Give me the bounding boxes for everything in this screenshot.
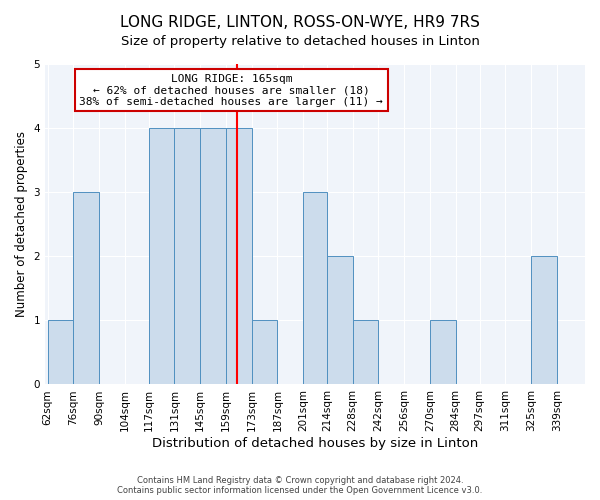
Bar (327, 256, 353, 384)
Text: LONG RIDGE: 165sqm
← 62% of detached houses are smaller (18)
38% of semi-detache: LONG RIDGE: 165sqm ← 62% of detached hou… (79, 74, 383, 107)
Bar (226, 128, 251, 384)
Bar (200, 128, 226, 384)
Bar (73, 192, 99, 384)
Bar (175, 128, 200, 384)
Y-axis label: Number of detached properties: Number of detached properties (15, 131, 28, 317)
Bar (430, 320, 455, 384)
Bar (303, 192, 327, 384)
Bar (149, 128, 175, 384)
Bar (531, 256, 557, 384)
Text: Contains HM Land Registry data © Crown copyright and database right 2024.
Contai: Contains HM Land Registry data © Crown c… (118, 476, 482, 495)
X-axis label: Distribution of detached houses by size in Linton: Distribution of detached houses by size … (152, 437, 478, 450)
Bar (353, 320, 379, 384)
Bar (251, 320, 277, 384)
Text: Size of property relative to detached houses in Linton: Size of property relative to detached ho… (121, 35, 479, 48)
Bar (47, 320, 73, 384)
Text: LONG RIDGE, LINTON, ROSS-ON-WYE, HR9 7RS: LONG RIDGE, LINTON, ROSS-ON-WYE, HR9 7RS (120, 15, 480, 30)
